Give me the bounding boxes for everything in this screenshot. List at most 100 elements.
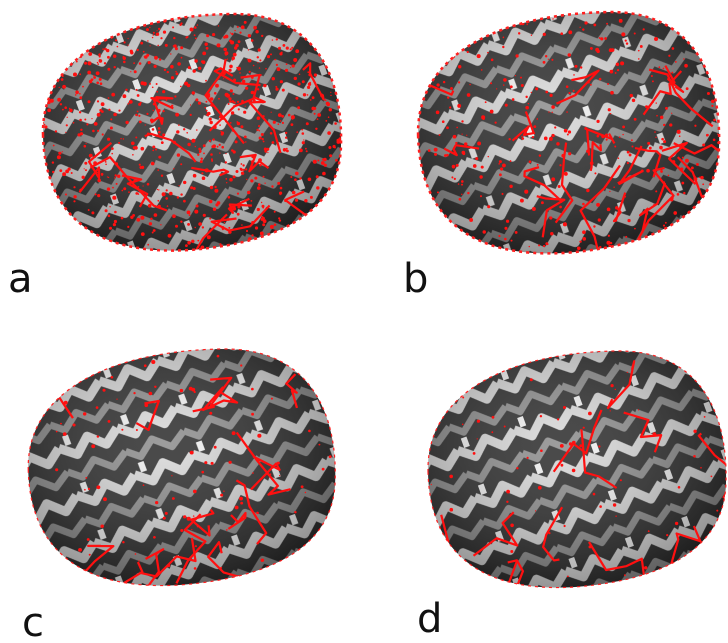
red-speck [257,186,261,190]
red-speck [290,67,291,68]
red-speck [499,173,502,176]
red-speck [545,242,548,245]
red-speck [522,137,525,140]
red-speck [225,161,227,163]
red-speck [515,75,516,76]
red-speck [141,166,144,169]
red-speck [283,148,287,152]
red-speck [458,81,460,83]
red-speck [100,82,103,85]
red-speck [236,170,239,173]
red-speck [568,130,571,133]
red-speck [456,127,458,129]
red-speck [206,113,209,116]
red-speck [223,72,226,75]
red-speck [190,186,193,189]
red-speck [593,225,595,227]
red-speck [543,61,546,64]
red-speck [480,195,482,197]
red-speck [270,225,274,229]
red-speck [251,413,254,416]
red-speck [241,224,243,226]
red-speck [677,130,681,134]
red-speck [680,167,683,170]
red-speck [458,183,460,185]
red-speck [245,106,246,107]
red-speck [123,94,127,98]
red-speck [160,37,162,39]
red-speck [272,77,275,80]
red-speck [615,72,617,74]
red-speck [450,87,453,90]
red-speck [278,47,281,50]
red-speck [295,97,298,100]
red-speck [329,108,332,111]
red-speck [584,21,587,24]
red-speck [322,468,325,471]
red-speck [212,33,215,36]
red-speck [491,58,494,61]
red-speck [431,484,432,485]
red-speck [121,217,124,220]
red-speck [79,189,82,192]
red-speck [134,146,138,150]
red-speck [137,94,140,97]
red-speck [176,72,179,75]
red-speck [671,113,672,114]
red-speck [307,86,310,89]
red-speck [677,193,680,196]
red-speck [140,216,144,220]
red-speck [171,475,172,476]
red-speck [220,494,223,497]
red-speck [96,485,100,489]
red-speck [175,225,178,228]
red-speck [301,485,304,488]
red-speck [329,455,332,458]
red-speck [248,34,251,37]
red-speck [158,127,161,130]
red-speck [552,18,553,19]
red-speck [111,93,115,97]
red-speck [154,56,158,60]
red-speck [564,188,566,190]
red-speck [557,418,559,420]
red-speck [147,183,150,186]
red-speck [237,101,239,103]
red-speck [302,132,305,135]
red-speck [240,125,243,128]
red-speck [187,517,191,521]
red-speck [130,51,133,54]
red-speck [314,113,316,115]
panel-label: b [403,256,428,302]
red-speck [240,502,243,505]
red-speck [572,441,576,445]
red-speck [693,455,696,458]
red-speck [572,469,576,473]
red-speck [596,120,599,123]
red-speck [316,175,319,178]
red-speck [73,424,76,427]
red-speck [221,133,224,136]
red-speck [127,226,129,228]
red-speck [47,101,51,105]
red-speck [233,105,234,106]
red-speck [683,192,685,194]
red-speck [47,108,51,112]
red-speck [681,143,683,145]
red-speck [228,230,231,233]
red-speck [44,125,47,128]
red-speck [325,120,327,122]
red-speck [271,112,272,113]
red-speck [55,130,57,132]
red-speck [302,129,304,131]
red-speck [594,172,596,174]
red-speck [276,38,278,40]
brain-panel [42,14,342,280]
red-speck [550,232,553,235]
red-speck [127,183,128,184]
red-speck [247,191,250,194]
red-speck [84,489,86,491]
red-speck [305,492,306,493]
red-speck [317,118,319,120]
red-speck [298,82,301,85]
